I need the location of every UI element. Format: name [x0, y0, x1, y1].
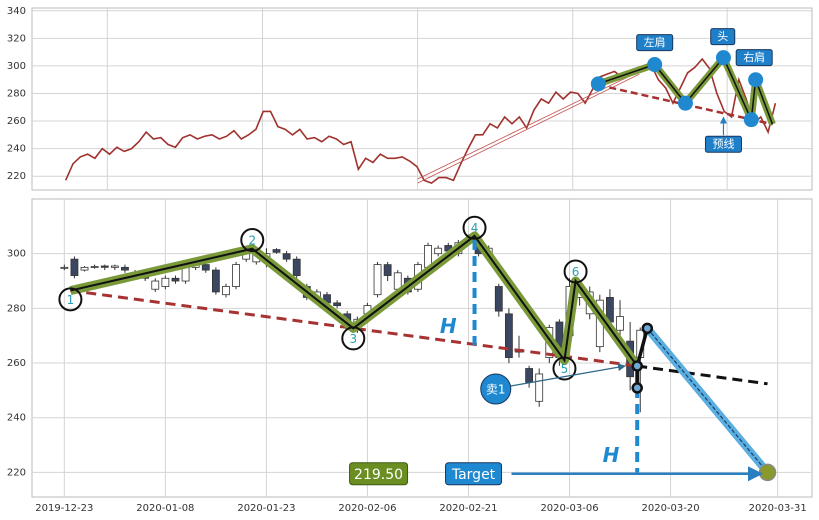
- height-label: H: [440, 314, 457, 338]
- target-end: [758, 463, 777, 482]
- pattern-point: [240, 228, 265, 253]
- pattern-point-label: 1: [67, 293, 75, 307]
- candle-body: [121, 266, 129, 271]
- candle-body: [70, 258, 79, 276]
- candle-body: [393, 272, 402, 290]
- x-tick-label: 2020-01-23: [237, 503, 295, 514]
- annotation-box: [704, 135, 742, 153]
- y-tick-label: 280: [7, 303, 26, 314]
- candle-body: [525, 368, 533, 383]
- y-tick-label: 240: [7, 144, 26, 155]
- height-label: H: [603, 443, 620, 467]
- breakdown-marker: [631, 360, 643, 372]
- annotation-box: [710, 28, 736, 46]
- y-tick-label: 280: [7, 88, 26, 99]
- annotation-label: 预线: [712, 137, 734, 151]
- candle-body: [383, 264, 392, 276]
- target-path-line: [646, 327, 769, 473]
- x-tick-label: 2020-03-20: [641, 503, 699, 514]
- candle-body: [373, 264, 382, 296]
- sell-marker: [480, 373, 512, 405]
- candle-body: [151, 280, 160, 290]
- candle-body: [222, 286, 230, 296]
- annotation-box: [735, 49, 773, 67]
- annotation-label: 头: [717, 30, 728, 43]
- y-tick-label: 240: [7, 413, 26, 424]
- pattern-point: [590, 76, 606, 92]
- breakdown-marker: [631, 382, 643, 394]
- candle-body: [535, 373, 544, 402]
- candle-body: [504, 313, 513, 358]
- pattern-point: [677, 95, 693, 111]
- y-tick-label: 300: [7, 61, 26, 72]
- candle-body: [232, 264, 240, 287]
- candle-body: [333, 302, 342, 307]
- y-tick-label: 300: [7, 249, 26, 260]
- pattern-point-label: 5: [561, 362, 569, 376]
- channel-lower: [417, 73, 640, 184]
- candle-body: [494, 286, 503, 312]
- candle-body: [292, 258, 301, 276]
- y-tick-label: 340: [7, 6, 26, 17]
- target-value-label: 219.50: [354, 467, 403, 483]
- y-tick-label: 220: [7, 171, 26, 182]
- x-tick-label: 2020-02-21: [439, 503, 497, 514]
- pattern-point: [743, 112, 759, 128]
- pattern-point-label: 2: [248, 234, 256, 248]
- target-label: Target: [451, 467, 496, 483]
- candle-body: [60, 266, 69, 269]
- y-tick-label: 260: [7, 358, 26, 369]
- annotation-label: 左肩: [644, 35, 666, 49]
- x-tick-label: 2020-03-31: [749, 503, 807, 514]
- pattern-point-label: 3: [349, 332, 357, 346]
- y-tick-label: 320: [7, 33, 26, 44]
- candle-body: [90, 266, 99, 268]
- panel: [31, 7, 813, 191]
- candle-body: [616, 316, 624, 331]
- target-value-box: [349, 462, 409, 486]
- y-tick-label: 220: [7, 467, 26, 478]
- sell-arrow: [510, 363, 626, 387]
- pattern-point: [552, 356, 577, 381]
- candle-body: [110, 265, 119, 268]
- breakdown-marker: [641, 322, 654, 335]
- y-tick-label: 260: [7, 116, 26, 127]
- x-tick-label: 2020-03-06: [540, 503, 598, 514]
- candle-body: [434, 247, 443, 255]
- annotation-label: 右肩: [743, 50, 765, 64]
- candle-body: [282, 253, 291, 260]
- sell-label: 卖1: [486, 383, 506, 397]
- pattern-line: [70, 234, 639, 367]
- pattern-point: [715, 50, 731, 66]
- price-line: [64, 57, 777, 185]
- pattern-point-label: 6: [572, 265, 580, 279]
- candle-body: [80, 266, 89, 271]
- candle-body: [171, 277, 180, 282]
- annotation-box: [636, 34, 674, 52]
- candle-body: [161, 277, 170, 287]
- pattern-point: [341, 326, 366, 351]
- candle-body: [272, 249, 281, 253]
- target-box: [445, 462, 503, 486]
- pattern-point: [58, 287, 83, 312]
- projection: [637, 364, 768, 386]
- x-tick-label: 2020-02-06: [338, 503, 396, 514]
- candle-body: [100, 265, 109, 268]
- panel: [31, 198, 813, 498]
- x-tick-label: 2019-12-23: [35, 503, 93, 514]
- pattern-point: [647, 57, 663, 73]
- pattern-point-label: 4: [471, 221, 479, 235]
- x-tick-label: 2020-01-08: [136, 503, 194, 514]
- pattern-point: [748, 72, 764, 88]
- pattern-point: [462, 215, 487, 240]
- candle-body: [201, 264, 210, 271]
- candle-body: [211, 269, 220, 293]
- candle-body: [181, 266, 190, 282]
- pattern-point: [563, 259, 588, 284]
